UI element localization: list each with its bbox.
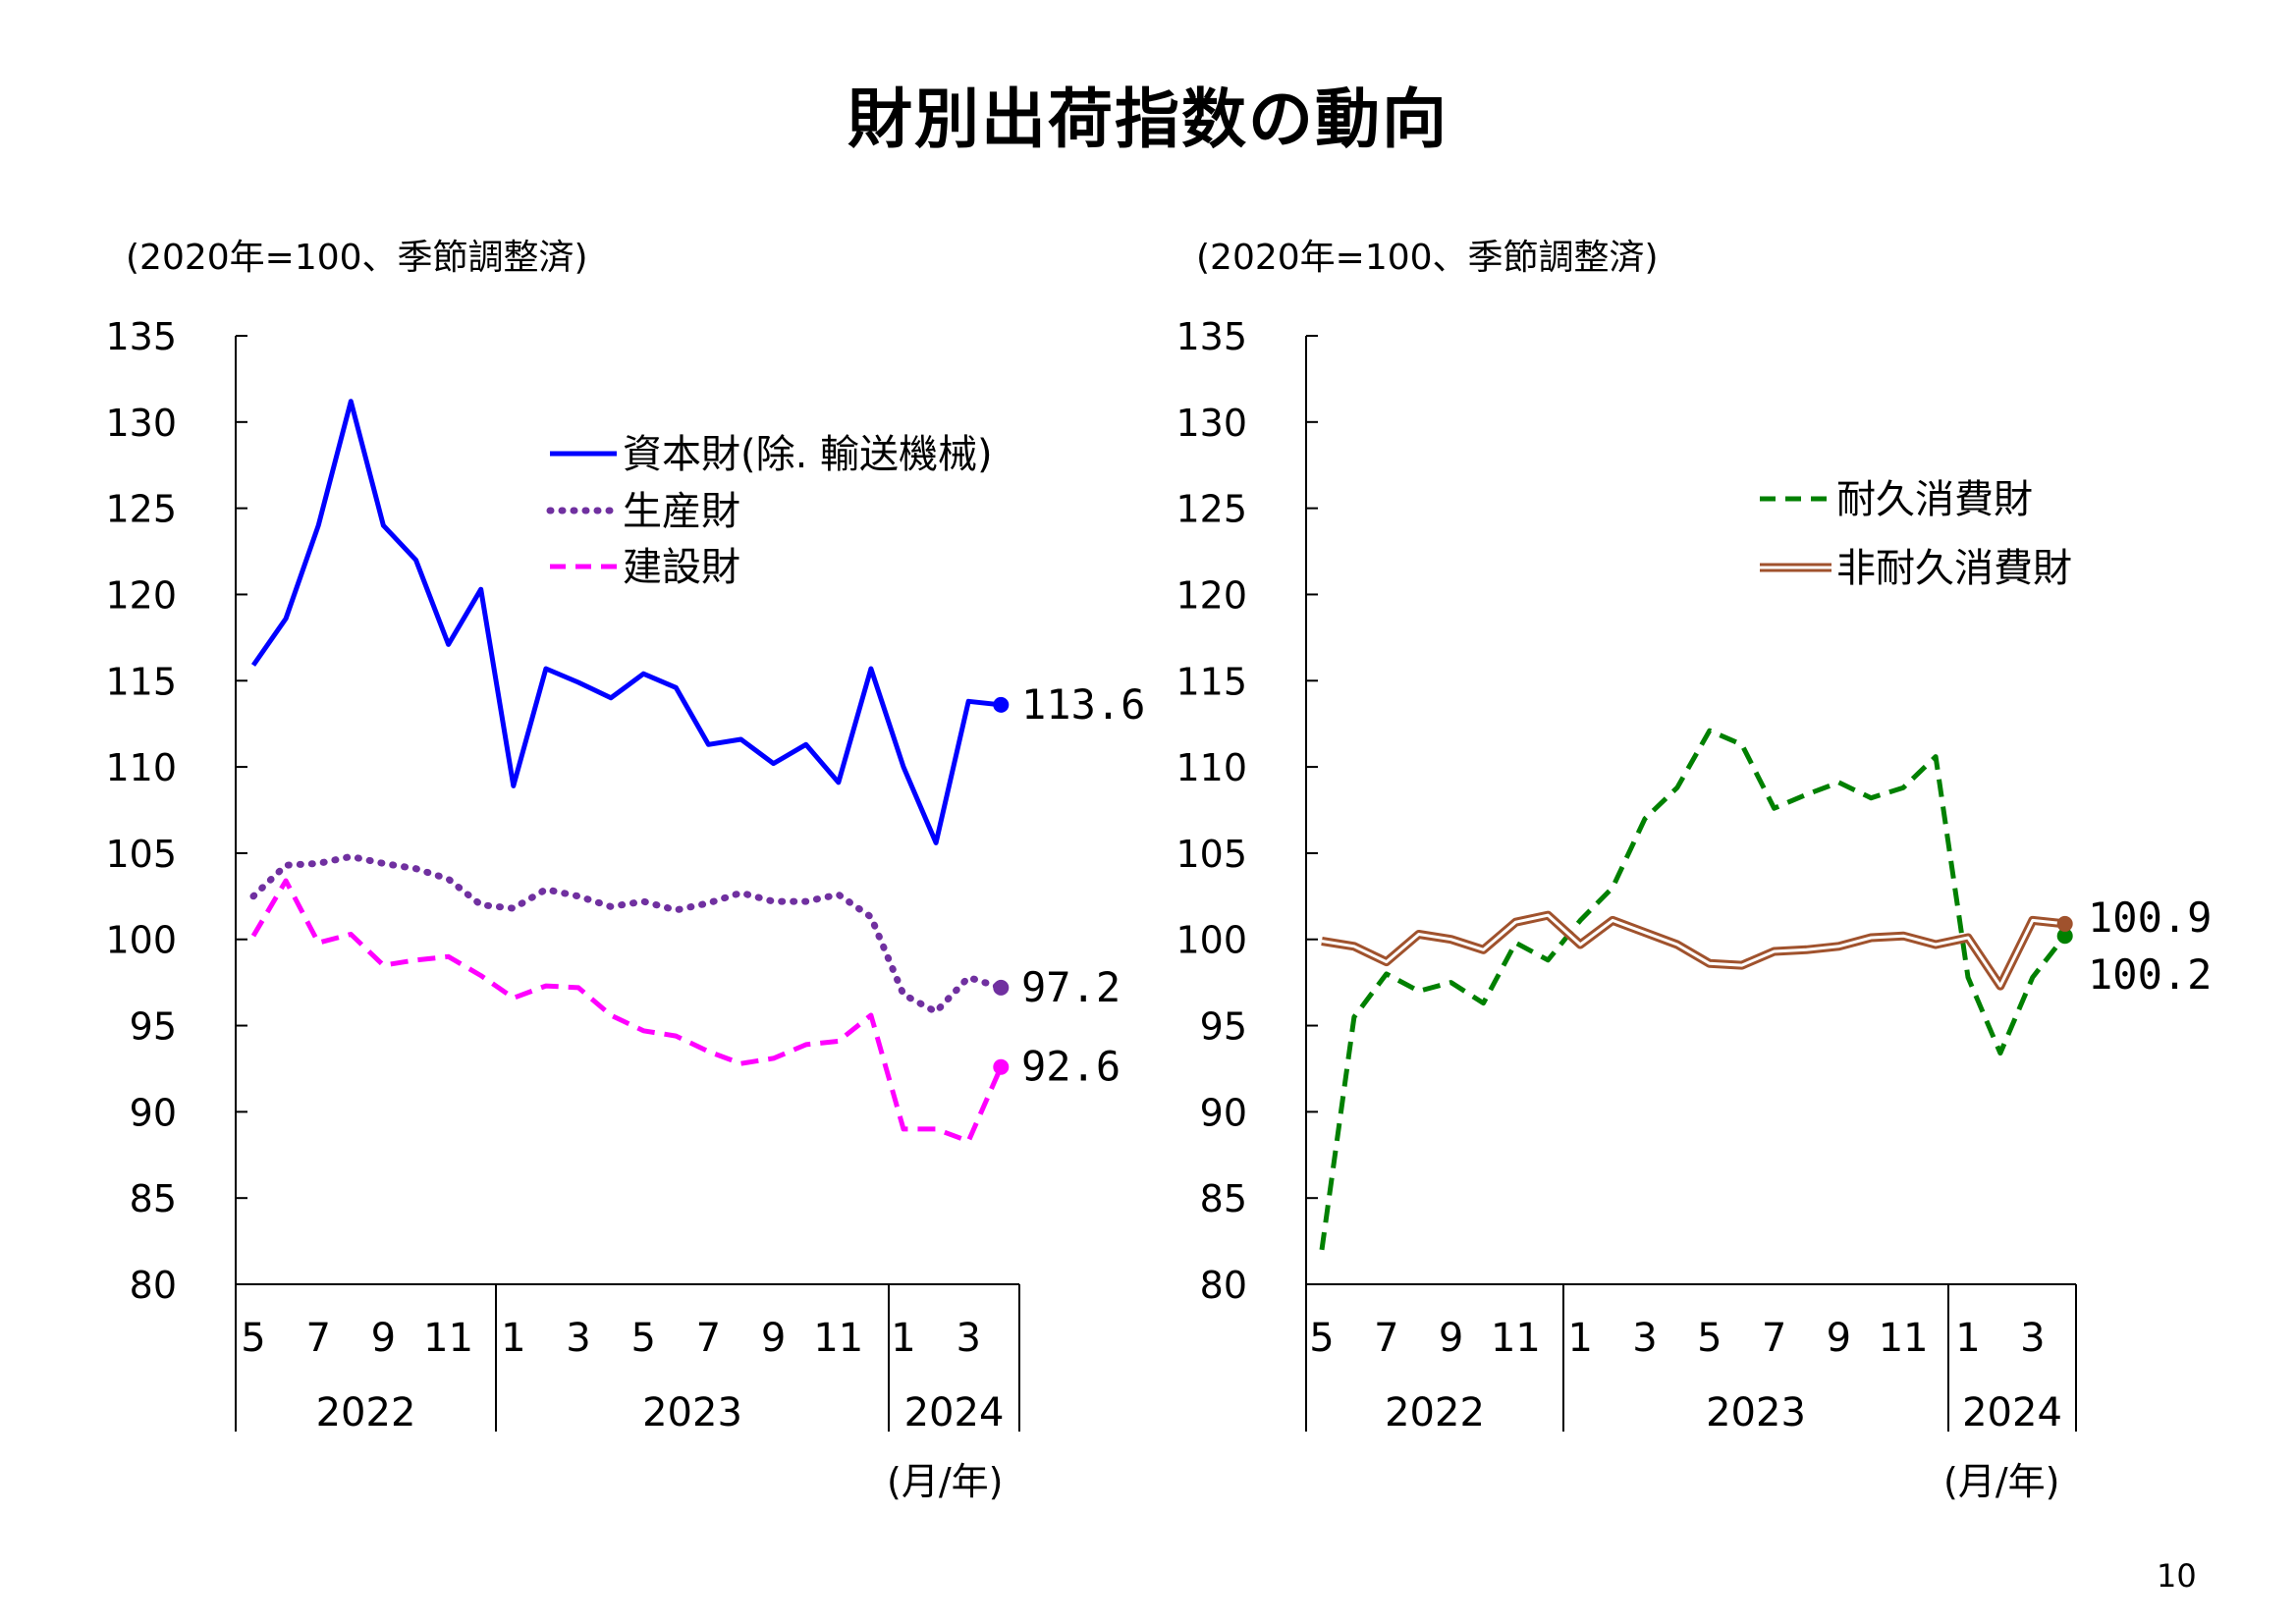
- y-tick-label: 135: [1175, 315, 1247, 358]
- x-tick-label: 3: [2020, 1316, 2045, 1361]
- chart-left: (2020年=100、季節調整済)80859095100105110115120…: [105, 238, 1145, 1503]
- series-end-label: 113.6: [1021, 680, 1145, 729]
- series-end-label: 92.6: [1021, 1043, 1121, 1091]
- series-end-label: 100.9: [2088, 893, 2212, 942]
- series-end-marker: [993, 1058, 1010, 1075]
- y-tick-label: 100: [105, 919, 177, 962]
- x-tick-label: 11: [423, 1316, 473, 1361]
- y-tick-label: 105: [1175, 833, 1247, 876]
- series-end-marker: [2056, 915, 2073, 932]
- y-tick-label: 80: [130, 1264, 177, 1307]
- x-tick-label: 1: [1567, 1316, 1592, 1361]
- y-tick-label: 125: [1175, 488, 1247, 531]
- x-tick-label: 5: [1697, 1316, 1722, 1361]
- x-tick-label: 1: [501, 1316, 525, 1361]
- x-tick-label: 11: [1491, 1316, 1541, 1361]
- series-line: [249, 852, 1005, 1015]
- legend-label: 耐久消費財: [1836, 477, 2033, 522]
- legend-label: 資本財(除. 輸送機械): [623, 432, 993, 477]
- year-label: 2024: [1962, 1390, 2062, 1435]
- x-tick-label: 7: [1374, 1316, 1398, 1361]
- series-end-marker: [2056, 928, 2073, 945]
- x-tick-label: 7: [696, 1316, 721, 1361]
- x-tick-label: 5: [241, 1316, 265, 1361]
- legend-label: 非耐久消費財: [1836, 546, 2072, 591]
- year-label: 2023: [642, 1390, 742, 1435]
- x-tick-label: 9: [1439, 1316, 1463, 1361]
- series-line-inner: [1321, 913, 2065, 988]
- y-tick-label: 95: [1200, 1005, 1247, 1049]
- series-end-label: 100.2: [2088, 950, 2212, 999]
- y-tick-label: 90: [1200, 1091, 1247, 1134]
- y-tick-label: 125: [105, 488, 177, 531]
- x-tick-label: 9: [371, 1316, 396, 1361]
- y-tick-label: 85: [130, 1177, 177, 1220]
- year-label: 2022: [316, 1390, 416, 1435]
- x-tick-label: 7: [1762, 1316, 1786, 1361]
- x-tick-label: 7: [305, 1316, 330, 1361]
- y-tick-label: 80: [1200, 1264, 1247, 1307]
- year-label: 2022: [1385, 1390, 1485, 1435]
- y-tick-label: 130: [105, 402, 177, 445]
- series-line: [250, 878, 1004, 1144]
- series-line: [1319, 728, 2067, 1251]
- x-unit-label: (月/年): [1943, 1460, 2059, 1503]
- series-end-label: 97.2: [1021, 963, 1121, 1011]
- y-tick-label: 90: [130, 1091, 177, 1134]
- y-tick-label: 95: [130, 1005, 177, 1049]
- unit-label: (2020年=100、季節調整済): [1196, 238, 1659, 278]
- x-tick-label: 3: [956, 1316, 980, 1361]
- x-tick-label: 1: [1955, 1316, 1980, 1361]
- year-label: 2024: [904, 1390, 1005, 1435]
- series-end-marker: [993, 696, 1010, 713]
- unit-label: (2020年=100、季節調整済): [126, 238, 588, 278]
- x-tick-label: 5: [630, 1316, 655, 1361]
- x-tick-label: 9: [1827, 1316, 1851, 1361]
- x-tick-label: 11: [1879, 1316, 1929, 1361]
- chart-right: (2020年=100、季節調整済)80859095100105110115120…: [1175, 238, 2212, 1503]
- series-end-marker: [993, 979, 1010, 996]
- y-tick-label: 105: [105, 833, 177, 876]
- legend-label: 生産財: [623, 489, 740, 534]
- y-tick-label: 120: [1175, 573, 1247, 617]
- y-tick-label: 115: [1175, 660, 1247, 703]
- y-tick-label: 115: [105, 660, 177, 703]
- x-tick-label: 11: [813, 1316, 863, 1361]
- x-tick-label: 1: [891, 1316, 915, 1361]
- year-label: 2023: [1706, 1390, 1806, 1435]
- x-tick-label: 9: [761, 1316, 786, 1361]
- legend-label: 建設財: [623, 545, 740, 590]
- x-tick-label: 5: [1309, 1316, 1334, 1361]
- page-number: 10: [2157, 1557, 2197, 1595]
- y-tick-label: 110: [105, 746, 177, 789]
- y-tick-label: 135: [105, 315, 177, 358]
- y-tick-label: 130: [1175, 402, 1247, 445]
- y-tick-label: 85: [1200, 1177, 1247, 1220]
- x-unit-label: (月/年): [887, 1460, 1003, 1503]
- series-line: [250, 399, 1002, 845]
- y-tick-label: 110: [1175, 746, 1247, 789]
- y-tick-label: 100: [1175, 919, 1247, 962]
- page-title: 財別出荷指数の動向: [847, 81, 1449, 157]
- series-line: [1321, 910, 2066, 991]
- x-tick-label: 3: [1632, 1316, 1657, 1361]
- x-tick-label: 3: [566, 1316, 590, 1361]
- y-tick-label: 120: [105, 573, 177, 617]
